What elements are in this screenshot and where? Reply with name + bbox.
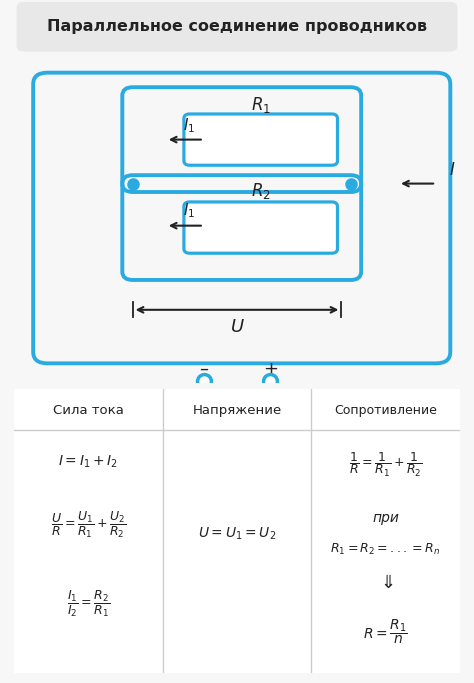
Text: $U$: $U$ [229,318,245,336]
Text: $I_1$: $I_1$ [183,116,196,135]
FancyBboxPatch shape [184,114,337,165]
Text: $R_1$: $R_1$ [251,95,271,115]
Text: $\dfrac{1}{R} = \dfrac{1}{R_1} + \dfrac{1}{R_2}$: $\dfrac{1}{R} = \dfrac{1}{R_1} + \dfrac{… [349,451,422,479]
FancyBboxPatch shape [17,2,457,52]
FancyBboxPatch shape [184,202,337,253]
Text: $I_1$: $I_1$ [183,201,196,221]
Text: Напряжение: Напряжение [192,404,282,417]
Text: –: – [200,360,208,378]
Text: $R_2$: $R_2$ [251,181,271,201]
Text: $\dfrac{U}{R} = \dfrac{U_1}{R_1} + \dfrac{U_2}{R_2}$: $\dfrac{U}{R} = \dfrac{U_1}{R_1} + \dfra… [51,510,126,540]
Text: $U = U_1 = U_2$: $U = U_1 = U_2$ [198,526,276,542]
Text: +: + [263,360,278,378]
Text: Сила тока: Сила тока [53,404,124,417]
Text: при: при [372,512,399,525]
Text: Сопротивление: Сопротивление [334,404,437,417]
Text: Параллельное соединение проводников: Параллельное соединение проводников [47,19,427,34]
Text: $R = \dfrac{R_1}{n}$: $R = \dfrac{R_1}{n}$ [363,617,408,646]
Text: $R_1 = R_2 = ... = R_n$: $R_1 = R_2 = ... = R_n$ [330,542,440,557]
FancyBboxPatch shape [2,385,472,678]
Text: $I = I_1 + I_2$: $I = I_1 + I_2$ [58,454,118,470]
Text: $I$: $I$ [449,161,456,179]
Text: $\dfrac{I_1}{I_2} = \dfrac{R_2}{R_1}$: $\dfrac{I_1}{I_2} = \dfrac{R_2}{R_1}$ [67,589,110,619]
Text: $\Downarrow$: $\Downarrow$ [377,574,394,592]
